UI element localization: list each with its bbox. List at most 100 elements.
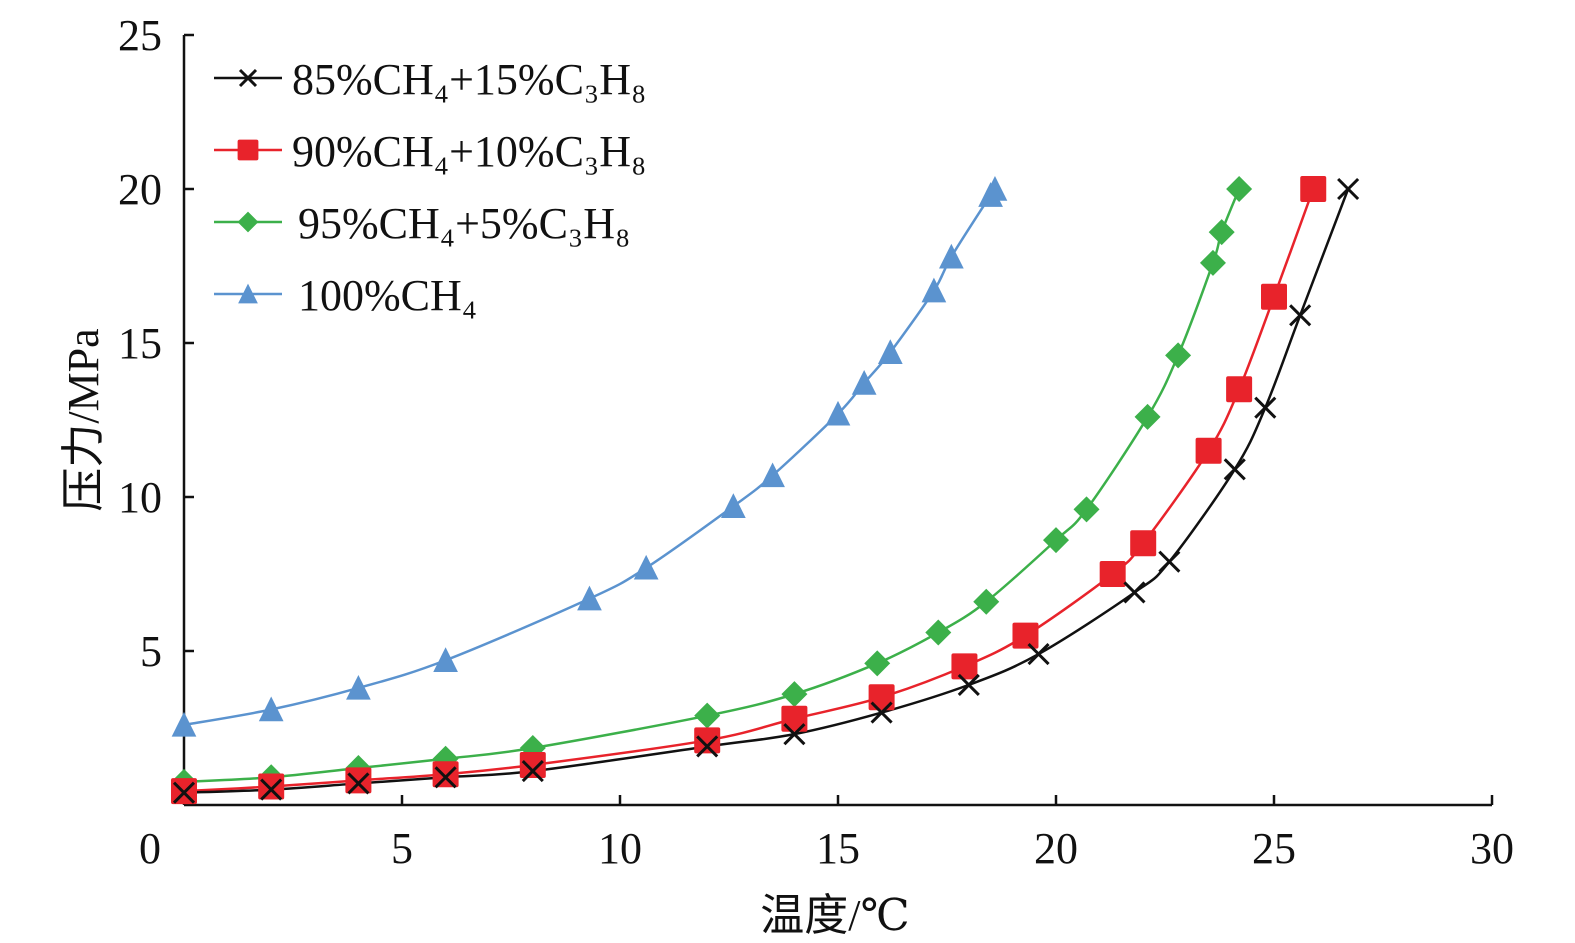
diamond-marker xyxy=(694,702,721,729)
square-marker xyxy=(345,767,372,794)
x-marker-stroke xyxy=(238,68,258,88)
x-marker-stroke xyxy=(1223,458,1246,481)
x-tick-label: 5 xyxy=(391,824,413,873)
y-tick-label: 15 xyxy=(118,319,162,368)
diamond-marker xyxy=(864,650,891,677)
square-marker xyxy=(694,727,721,754)
legend-item: 100%CH₄ xyxy=(214,271,477,320)
x-marker-stroke xyxy=(1123,581,1146,604)
x-marker xyxy=(1289,304,1312,327)
x-marker xyxy=(1254,396,1277,419)
x-marker xyxy=(696,735,719,758)
x-tick-label: 15 xyxy=(816,824,860,873)
square-marker xyxy=(237,139,259,161)
y-tick-label: 25 xyxy=(118,11,162,60)
x-marker-stroke xyxy=(783,723,806,746)
axes: 0 5 10 15 20 25 30 5 10 15 20 25 xyxy=(118,11,1514,873)
x-marker-stroke xyxy=(260,778,283,801)
x-marker xyxy=(521,760,544,783)
x-tick-label: 0 xyxy=(139,824,161,873)
diamond-marker xyxy=(1134,403,1161,430)
x-marker xyxy=(1123,581,1146,604)
triangle-marker xyxy=(238,283,258,304)
series-markers xyxy=(171,176,1360,805)
x-marker xyxy=(870,701,893,724)
series-line xyxy=(183,188,1315,793)
triangle-marker xyxy=(258,696,284,722)
square-marker xyxy=(1099,561,1126,587)
x-marker xyxy=(238,68,258,88)
triangle-marker xyxy=(721,493,746,518)
diamond-marker xyxy=(1199,249,1226,276)
x-marker xyxy=(347,772,370,795)
x-marker xyxy=(783,723,806,746)
x-marker-stroke xyxy=(347,772,370,795)
diamond-marker xyxy=(925,619,952,646)
square-marker xyxy=(519,751,546,778)
triangle-marker xyxy=(760,462,785,488)
x-marker-stroke xyxy=(696,735,719,758)
square-marker xyxy=(432,761,459,788)
diamond-marker xyxy=(1165,342,1192,369)
x-marker-stroke xyxy=(172,781,196,804)
x-marker xyxy=(1223,458,1246,481)
square-marker xyxy=(1130,530,1157,557)
triangle-marker xyxy=(577,585,602,611)
legend: 85%CH₄+15%C₃H₈ 90%CH₄+10%C₃H₈ 95%CH₄+5%C₃H… xyxy=(214,55,646,320)
diamond-marker xyxy=(237,211,259,233)
diamond-marker xyxy=(1073,496,1100,523)
triangle-marker xyxy=(171,711,197,737)
x-axis-label: 温度/℃ xyxy=(760,891,909,940)
legend-label: 90%CH₄+10%C₃H₈ xyxy=(292,127,646,176)
x-marker xyxy=(1027,643,1050,666)
x-marker-stroke xyxy=(1027,643,1050,666)
x-marker-stroke xyxy=(1289,304,1312,327)
x-marker-stroke xyxy=(957,673,980,696)
x-marker xyxy=(957,673,980,696)
diamond-marker xyxy=(1043,527,1069,554)
square-marker xyxy=(1012,622,1039,649)
legend-item: 95%CH₄+5%C₃H₈ xyxy=(214,199,630,248)
triangle-marker xyxy=(939,243,964,269)
legend-item: 90%CH₄+10%C₃H₈ xyxy=(214,127,646,176)
x-marker-stroke xyxy=(1337,177,1360,201)
y-axis-label: 压力/MPa xyxy=(59,328,108,511)
square-marker xyxy=(1226,376,1253,403)
x-marker-stroke xyxy=(434,766,457,789)
square-marker xyxy=(951,653,978,680)
triangle-marker xyxy=(346,674,371,700)
x-tick-label: 25 xyxy=(1252,824,1296,873)
x-marker-stroke xyxy=(1158,550,1181,573)
y-tick-label: 5 xyxy=(140,627,162,676)
legend-label: 85%CH₄+15%C₃H₈ xyxy=(292,55,646,104)
legend-item: 85%CH₄+15%C₃H₈ xyxy=(214,55,646,104)
square-marker xyxy=(1261,283,1287,310)
triangle-marker xyxy=(982,176,1008,201)
x-marker xyxy=(1158,550,1181,573)
triangle-marker xyxy=(877,339,903,364)
series-line xyxy=(183,188,1350,794)
x-tick-label: 30 xyxy=(1470,824,1514,873)
triangle-marker xyxy=(851,370,877,395)
y-tick-label: 10 xyxy=(118,473,162,522)
triangle-marker xyxy=(433,647,458,672)
triangle-marker xyxy=(825,400,851,426)
legend-label: 95%CH₄+5%C₃H₈ xyxy=(298,199,630,248)
square-marker xyxy=(1195,437,1222,464)
square-marker xyxy=(1300,176,1327,202)
x-marker-stroke xyxy=(870,701,893,724)
x-tick-label: 20 xyxy=(1034,824,1078,873)
x-marker-stroke xyxy=(521,760,544,783)
x-marker xyxy=(260,778,283,801)
square-marker xyxy=(258,773,285,800)
x-marker xyxy=(1337,177,1360,201)
diamond-marker xyxy=(781,681,808,708)
series-line xyxy=(183,186,997,727)
x-marker xyxy=(172,781,196,804)
legend-label: 100%CH₄ xyxy=(298,271,477,320)
x-marker-stroke xyxy=(1254,396,1277,419)
triangle-marker xyxy=(921,277,947,303)
square-marker xyxy=(868,684,895,711)
y-tick-label: 20 xyxy=(118,165,162,214)
